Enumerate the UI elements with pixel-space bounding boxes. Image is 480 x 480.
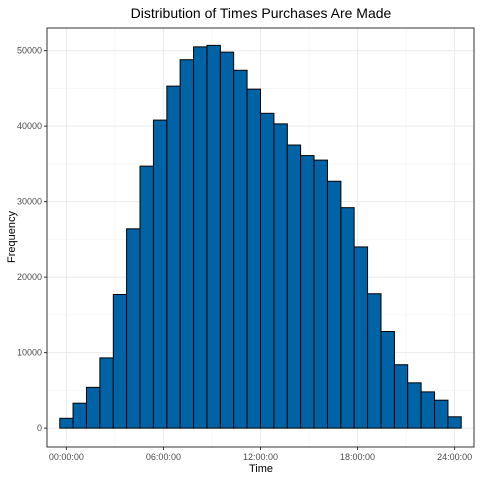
y-tick-label: 30000 xyxy=(17,197,42,207)
x-axis-label: Time xyxy=(249,463,273,475)
histogram-bar xyxy=(354,247,367,428)
x-tick-label: 18:00:00 xyxy=(340,452,375,462)
histogram-bar xyxy=(247,89,260,428)
histogram-bar xyxy=(100,358,113,428)
histogram-bar xyxy=(180,60,193,428)
histogram-bar xyxy=(408,383,421,428)
x-tick-label: 12:00:00 xyxy=(243,452,278,462)
y-tick-label: 20000 xyxy=(17,272,42,282)
histogram-bar xyxy=(113,294,126,428)
histogram-bar xyxy=(287,145,300,428)
histogram-bar xyxy=(86,387,99,428)
histogram-bar xyxy=(421,392,434,428)
histogram-bar xyxy=(368,294,381,428)
x-tick-label: 24:00:00 xyxy=(437,452,472,462)
histogram-bar xyxy=(381,331,394,428)
histogram-bar xyxy=(194,47,207,428)
y-tick-label: 50000 xyxy=(17,46,42,56)
histogram-bar xyxy=(274,124,287,428)
histogram-bar xyxy=(220,52,233,428)
y-axis-label: Frequency xyxy=(6,211,18,263)
y-tick-label: 40000 xyxy=(17,121,42,131)
histogram-bar xyxy=(448,417,461,428)
histogram-bar xyxy=(127,229,140,428)
histogram-bar xyxy=(314,160,327,428)
y-tick-label: 10000 xyxy=(17,348,42,358)
chart-title: Distribution of Times Purchases Are Made xyxy=(131,5,392,21)
histogram-bar xyxy=(140,166,153,428)
x-tick-label: 00:00:00 xyxy=(49,452,84,462)
histogram-bar xyxy=(73,403,86,428)
histogram-bar xyxy=(394,365,407,428)
histogram-bar xyxy=(435,400,448,428)
histogram-bar xyxy=(234,70,247,428)
histogram-bar xyxy=(341,208,354,428)
y-tick-label: 0 xyxy=(37,423,42,433)
histogram-bar xyxy=(207,45,220,428)
histogram-bar xyxy=(327,181,340,428)
histogram-bar xyxy=(261,113,274,428)
histogram-bar xyxy=(60,418,73,428)
histogram-bar xyxy=(153,120,166,428)
x-tick-label: 06:00:00 xyxy=(146,452,181,462)
histogram-bar xyxy=(301,156,314,429)
histogram-bar xyxy=(167,86,180,428)
